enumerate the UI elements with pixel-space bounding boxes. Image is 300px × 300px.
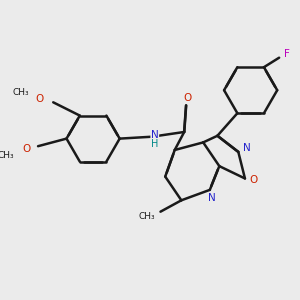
Text: F: F bbox=[284, 49, 290, 59]
Text: O: O bbox=[36, 94, 44, 103]
Text: O: O bbox=[183, 93, 191, 103]
Text: CH₃: CH₃ bbox=[139, 212, 155, 221]
Text: O: O bbox=[22, 144, 31, 154]
Text: O: O bbox=[249, 176, 258, 185]
Text: H: H bbox=[151, 139, 158, 149]
Text: CH₃: CH₃ bbox=[0, 151, 14, 160]
Text: N: N bbox=[208, 194, 216, 203]
Text: N: N bbox=[243, 143, 251, 153]
Text: CH₃: CH₃ bbox=[13, 88, 29, 97]
Text: N: N bbox=[151, 130, 159, 140]
